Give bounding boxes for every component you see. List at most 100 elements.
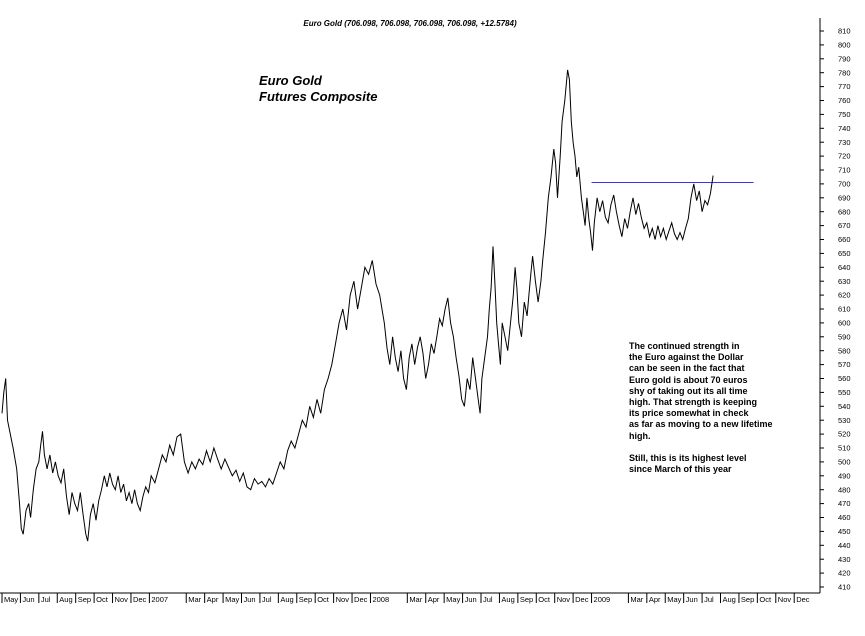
note-line: the Euro against the Dollar xyxy=(629,352,744,363)
x-tick-label: Mar xyxy=(630,595,643,604)
x-tick-label: 2009 xyxy=(594,595,611,604)
x-tick-label: Apr xyxy=(207,595,219,604)
y-tick-label: 600 xyxy=(838,319,851,328)
x-tick-label: Dec xyxy=(354,595,368,604)
y-tick-label: 490 xyxy=(838,471,851,480)
y-tick-label: 480 xyxy=(838,485,851,494)
y-tick-label: 810 xyxy=(838,27,851,36)
x-tick-label: Dec xyxy=(796,595,810,604)
x-tick-label: 2007 xyxy=(151,595,168,604)
y-tick-label: 680 xyxy=(838,207,851,216)
y-tick-label: 450 xyxy=(838,527,851,536)
y-tick-label: 430 xyxy=(838,555,851,564)
note-line: The continued strength in xyxy=(629,341,740,351)
note-line: high. That strength is keeping xyxy=(629,397,758,408)
y-tick-label: 610 xyxy=(838,305,851,314)
x-tick-label: Jul xyxy=(483,595,493,604)
x-tick-label: Nov xyxy=(778,595,792,604)
y-tick-label: 570 xyxy=(838,360,851,369)
y-tick-label: 790 xyxy=(838,54,851,63)
y-tick-label: 510 xyxy=(838,444,851,453)
y-tick-label: 720 xyxy=(838,152,851,161)
note-line: its price somewhat in check xyxy=(629,408,749,419)
x-tick-label: Jul xyxy=(262,595,272,604)
y-tick-label: 800 xyxy=(838,41,851,50)
note-line: Still, this is its highest level xyxy=(629,452,747,463)
chart-header: Euro Gold (706.098, 706.098, 706.098, 70… xyxy=(303,19,517,28)
note-line: as far as moving to a new lifetime xyxy=(629,419,773,430)
y-tick-label: 540 xyxy=(838,402,851,411)
x-tick-label: Jun xyxy=(22,595,34,604)
y-tick-label: 670 xyxy=(838,221,851,230)
x-tick-label: Aug xyxy=(59,595,72,604)
x-tick-label: Oct xyxy=(759,595,772,604)
y-tick-label: 500 xyxy=(838,458,851,467)
x-tick-label: Nov xyxy=(115,595,129,604)
x-tick-label: Jul xyxy=(41,595,51,604)
y-tick-label: 590 xyxy=(838,332,851,341)
x-tick-label: Oct xyxy=(317,595,330,604)
note-line: high. xyxy=(629,430,651,441)
y-tick-label: 700 xyxy=(838,180,851,189)
x-tick-label: Oct xyxy=(96,595,109,604)
y-tick-label: 440 xyxy=(838,541,851,550)
x-tick-label: Sep xyxy=(741,595,754,604)
x-tick-label: Apr xyxy=(649,595,661,604)
y-tick-label: 460 xyxy=(838,513,851,522)
x-tick-label: May xyxy=(4,595,18,604)
y-tick-label: 560 xyxy=(838,374,851,383)
x-tick-label: Jun xyxy=(244,595,256,604)
note-line: Euro gold is about 70 euros xyxy=(629,374,748,385)
x-tick-label: May xyxy=(446,595,460,604)
y-tick-label: 760 xyxy=(838,96,851,105)
x-tick-label: May xyxy=(667,595,681,604)
y-tick-label: 690 xyxy=(838,193,851,202)
y-tick-label: 420 xyxy=(838,569,851,578)
y-tick-label: 770 xyxy=(838,82,851,91)
y-tick-label: 520 xyxy=(838,430,851,439)
note-line: shy of taking out its all time xyxy=(629,385,748,396)
x-tick-label: Aug xyxy=(280,595,293,604)
y-tick-label: 750 xyxy=(838,110,851,119)
x-tick-label: Nov xyxy=(336,595,350,604)
x-tick-label: Apr xyxy=(428,595,440,604)
y-tick-label: 580 xyxy=(838,346,851,355)
x-tick-label: Dec xyxy=(133,595,147,604)
x-tick-label: Aug xyxy=(501,595,514,604)
x-tick-label: Sep xyxy=(299,595,312,604)
x-tick-label: Mar xyxy=(188,595,201,604)
x-tick-label: Jul xyxy=(704,595,714,604)
note-line: can be seen in the fact that xyxy=(629,363,745,374)
x-tick-label: 2008 xyxy=(372,595,389,604)
y-tick-label: 470 xyxy=(838,499,851,508)
title-line-1: Euro Gold xyxy=(259,73,322,88)
x-tick-label: Mar xyxy=(409,595,422,604)
y-tick-label: 740 xyxy=(838,124,851,133)
y-tick-label: 410 xyxy=(838,583,851,592)
x-tick-label: Nov xyxy=(557,595,571,604)
y-tick-label: 550 xyxy=(838,388,851,397)
y-tick-label: 650 xyxy=(838,249,851,258)
x-tick-label: Dec xyxy=(575,595,589,604)
price-line xyxy=(1,69,714,542)
y-tick-label: 630 xyxy=(838,277,851,286)
y-tick-label: 640 xyxy=(838,263,851,272)
y-tick-label: 780 xyxy=(838,68,851,77)
y-tick-label: 660 xyxy=(838,235,851,244)
title-line-2: Futures Composite xyxy=(259,89,378,104)
x-tick-label: Oct xyxy=(538,595,551,604)
annotation-text: The continued strength in the Euro again… xyxy=(629,341,773,475)
x-tick-label: May xyxy=(225,595,239,604)
x-tick-label: Jun xyxy=(686,595,698,604)
y-tick-label: 620 xyxy=(838,291,851,300)
y-tick-label: 530 xyxy=(838,416,851,425)
note-line: since March of this year xyxy=(629,464,732,475)
x-tick-label: Jun xyxy=(465,595,477,604)
y-tick-label: 710 xyxy=(838,166,851,175)
x-tick-label: Sep xyxy=(520,595,533,604)
x-tick-label: Sep xyxy=(78,595,91,604)
chart-axes: 410 420 430 440 450 460 470 480 490 500 510 520 530 5… xyxy=(0,18,851,604)
y-tick-label: 730 xyxy=(838,138,851,147)
chart-title: Euro Gold Futures Composite xyxy=(259,73,377,105)
